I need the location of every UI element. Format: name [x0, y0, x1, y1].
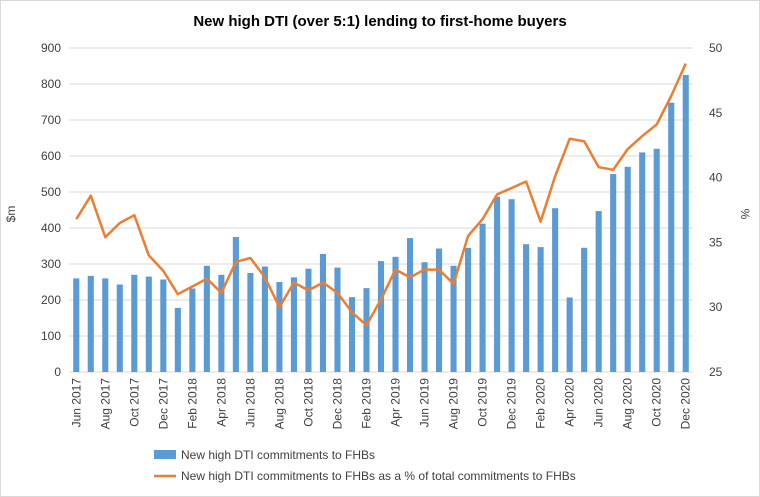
x-tick-label: Oct 2020: [650, 378, 664, 427]
left-tick-label: 800: [41, 77, 61, 91]
x-tick-label: Aug 2019: [447, 378, 461, 430]
bar: [682, 75, 689, 372]
bar: [247, 273, 254, 372]
right-axis-title: %: [738, 209, 752, 220]
bar: [377, 261, 385, 372]
bar: [479, 223, 486, 372]
bar: [73, 278, 80, 372]
x-tick-label: Apr 2018: [214, 378, 228, 427]
left-tick-label: 900: [41, 41, 61, 55]
line-series: [75, 63, 687, 327]
bar: [218, 274, 225, 372]
bar: [160, 279, 167, 372]
bar: [494, 196, 501, 372]
left-axis-title: $m: [4, 206, 18, 223]
left-axis-ticks: 0 100 200 300 400 500 600 700 800 900: [41, 41, 61, 379]
bar: [392, 256, 399, 372]
x-tick-label: Oct 2018: [301, 378, 315, 427]
bar: [290, 277, 297, 372]
right-tick-label: 50: [709, 41, 723, 55]
x-tick-label: Dec 2020: [679, 378, 693, 430]
bar: [363, 288, 370, 372]
bar: [639, 152, 646, 372]
left-tick-label: 100: [41, 329, 61, 343]
bar: [87, 275, 94, 372]
x-tick-label: Apr 2020: [563, 378, 577, 427]
gridlines: [69, 47, 693, 373]
legend-bar-label: New high DTI commitments to FHBs: [181, 448, 375, 462]
bar: [595, 211, 602, 372]
bar: [232, 237, 239, 372]
right-tick-label: 45: [709, 106, 723, 120]
bar: [406, 238, 414, 372]
left-tick-label: 700: [41, 113, 61, 127]
percentage-line: [75, 63, 687, 327]
left-tick-label: 400: [41, 221, 61, 235]
x-tick-label: Feb 2020: [534, 378, 548, 429]
bar: [102, 278, 109, 372]
x-axis-ticks: Jun 2017 Aug 2017 Oct 2017 Dec 2017 Feb 2018…: [69, 378, 692, 430]
x-tick-label: Aug 2018: [272, 378, 286, 430]
legend-bar-swatch: [154, 450, 176, 459]
bar: [435, 248, 443, 372]
bar: [610, 174, 617, 372]
bar: [566, 297, 573, 372]
left-tick-label: 600: [41, 149, 61, 163]
x-tick-label: Dec 2019: [505, 378, 519, 430]
right-tick-label: 25: [709, 365, 723, 379]
bar: [508, 199, 515, 372]
x-tick-label: Jun 2018: [243, 378, 257, 428]
right-tick-label: 35: [709, 235, 723, 249]
bar: [261, 266, 268, 372]
x-tick-label: Feb 2018: [185, 378, 199, 429]
bar: [624, 166, 631, 372]
bar: [348, 297, 356, 372]
x-tick-label: Oct 2019: [476, 378, 490, 427]
right-tick-label: 30: [709, 300, 723, 314]
left-tick-label: 300: [41, 257, 61, 271]
x-tick-label: Aug 2020: [621, 378, 635, 430]
x-tick-label: Jun 2019: [418, 378, 432, 428]
bar: [653, 148, 660, 372]
bar: [131, 274, 138, 372]
bar: [319, 253, 327, 372]
bar: [537, 247, 544, 372]
left-tick-label: 0: [54, 365, 61, 379]
right-axis-ticks: 25 30 35 40 45 50: [709, 41, 723, 379]
bar: [334, 267, 341, 372]
x-tick-label: Oct 2017: [127, 378, 141, 427]
bar: [421, 262, 428, 372]
legend: New high DTI commitments to FHBs New hig…: [154, 448, 576, 483]
bar: [552, 208, 559, 372]
left-tick-label: 200: [41, 293, 61, 307]
bar: [174, 307, 181, 372]
right-tick-label: 40: [709, 171, 723, 185]
bar: [276, 282, 283, 372]
x-tick-label: Dec 2018: [330, 378, 344, 430]
bar: [450, 265, 457, 372]
x-tick-label: Dec 2017: [156, 378, 170, 430]
bar: [523, 244, 530, 372]
chart-title: New high DTI (over 5:1) lending to first…: [193, 13, 566, 30]
bar: [203, 265, 210, 372]
x-tick-label: Jun 2020: [592, 378, 606, 428]
left-tick-label: 500: [41, 185, 61, 199]
x-tick-label: Feb 2019: [359, 378, 373, 429]
x-tick-label: Apr 2019: [389, 378, 403, 427]
bar: [116, 284, 123, 372]
bar-series: [73, 75, 689, 372]
legend-line-label: New high DTI commitments to FHBs as a % …: [181, 469, 576, 483]
bar: [189, 288, 196, 372]
bar: [305, 268, 312, 372]
x-tick-label: Aug 2017: [98, 378, 112, 430]
x-tick-label: Jun 2017: [69, 378, 83, 428]
bar: [581, 247, 588, 372]
bar: [668, 102, 675, 372]
bar: [465, 247, 472, 372]
bar: [145, 276, 152, 372]
